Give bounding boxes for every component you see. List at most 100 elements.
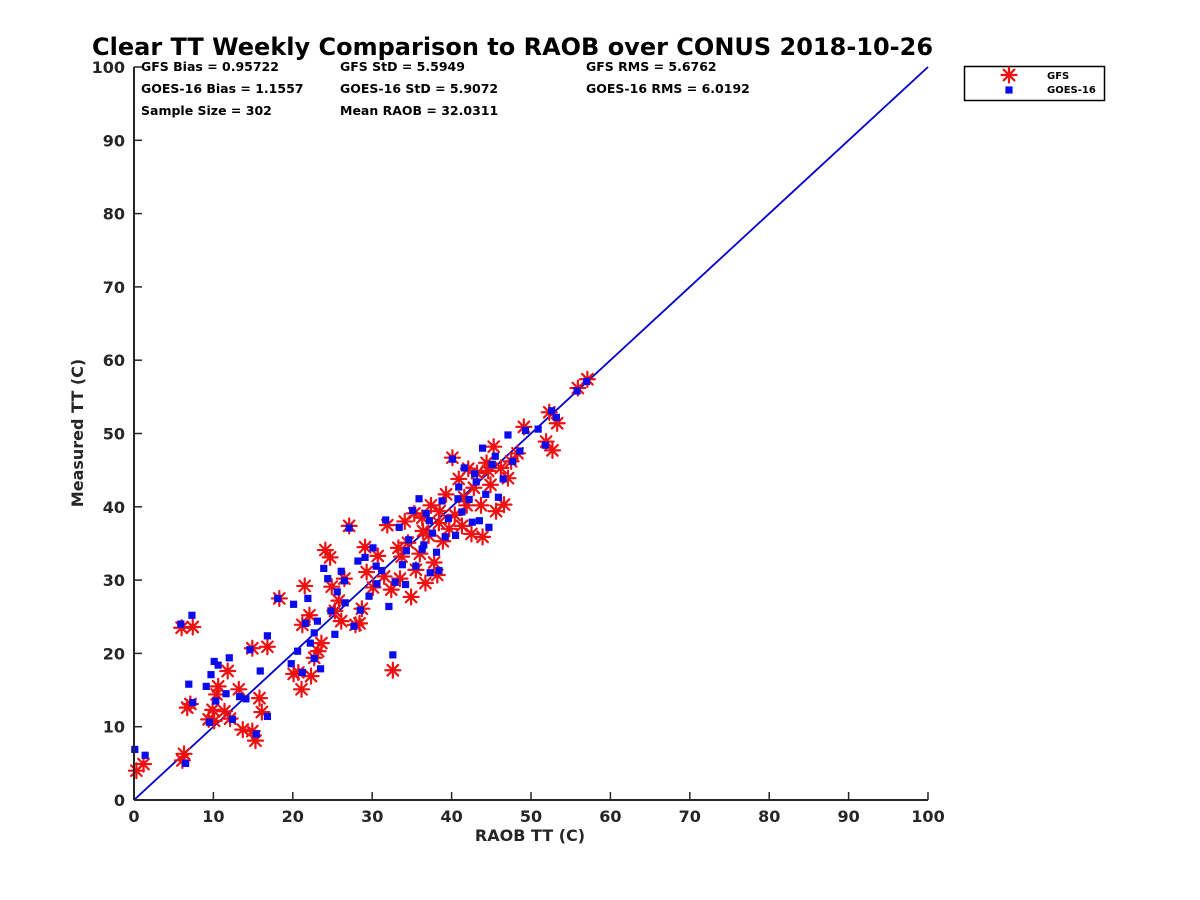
legend-gfs-marker <box>1000 66 1018 84</box>
gfs-point <box>175 745 193 763</box>
goes16-point <box>402 547 410 555</box>
x-tick-label: 90 <box>837 807 859 826</box>
gfs-point <box>358 563 376 581</box>
gfs-point <box>407 561 425 579</box>
goes16-point <box>432 548 441 556</box>
gfs-point <box>473 528 492 546</box>
gfs-point <box>422 496 440 514</box>
goes16-point <box>405 536 413 544</box>
goes16-point <box>333 588 341 596</box>
x-tick-label: 10 <box>202 807 224 826</box>
goes16-point <box>365 592 373 600</box>
gfs-point <box>396 512 414 531</box>
goes16-point <box>207 671 215 679</box>
y-tick-label: 10 <box>103 718 125 737</box>
x-tick-label: 80 <box>758 807 780 826</box>
gfs-point <box>434 532 452 550</box>
goes16-point <box>256 667 264 675</box>
goes16-point <box>316 665 325 673</box>
gfs-point <box>411 545 429 563</box>
goes16-point <box>448 455 456 463</box>
y-tick-label: 50 <box>103 425 125 444</box>
goes16-point <box>341 599 349 607</box>
goes16-point <box>331 630 339 638</box>
goes16-point <box>468 518 476 526</box>
stat-gfs-rms: GFS RMS = 5.6762 <box>586 59 717 74</box>
goes16-point <box>225 654 233 662</box>
goes16-point <box>455 483 463 491</box>
goes16-point <box>412 562 420 570</box>
gfs-point <box>375 567 393 586</box>
goes16-point <box>310 629 318 637</box>
y-tick-label: 80 <box>103 205 125 224</box>
goes16-point <box>516 447 524 455</box>
goes16-point <box>422 509 430 517</box>
goes16-point <box>205 718 214 726</box>
legend-gfs-label: GFS <box>1047 71 1069 82</box>
gfs-point <box>392 548 411 566</box>
goes16-point <box>552 413 561 421</box>
gfs-point <box>515 418 533 436</box>
gfs-point <box>479 462 497 480</box>
goes16-point <box>573 387 581 395</box>
stat-goes-rms: GOES-16 RMS = 6.0192 <box>586 81 750 96</box>
goes16-point <box>395 523 403 531</box>
gfs-point <box>127 762 145 780</box>
gfs-point <box>234 721 252 739</box>
gfs-point <box>302 667 320 685</box>
goes16-point <box>504 431 512 439</box>
goes16-point <box>491 452 499 460</box>
gfs-point <box>465 479 483 497</box>
goes16-point <box>202 682 210 690</box>
gfs-point <box>350 614 369 632</box>
x-tick-label: 20 <box>282 807 304 826</box>
legend-goes16-label: GOES-16 <box>1047 85 1096 96</box>
gfs-point <box>219 662 237 680</box>
goes16-point <box>382 516 390 524</box>
goes16-point <box>415 495 423 503</box>
goes16-point <box>444 514 453 523</box>
gfs-point <box>230 680 248 698</box>
goes16-point <box>236 693 244 701</box>
goes16-point <box>327 607 335 615</box>
goes16-point <box>354 557 362 565</box>
x-axis-label: RAOB TT (C) <box>475 826 585 845</box>
gfs-point <box>330 592 348 610</box>
goes16-point <box>478 444 487 452</box>
y-tick-label: 0 <box>114 791 125 810</box>
reference-line-layer <box>133 66 929 801</box>
gfs-point <box>389 539 407 557</box>
stat-goes-std: GOES-16 StD = 5.9072 <box>340 81 498 96</box>
y-tick-label: 90 <box>103 131 125 150</box>
goes16-point <box>460 464 468 472</box>
gfs-point <box>492 459 510 477</box>
stats-block: GFS Bias = 0.95722 GFS StD = 5.5949 GFS … <box>141 59 750 118</box>
chart-title: Clear TT Weekly Comparison to RAOB over … <box>92 33 933 61</box>
goes16-point <box>420 541 428 549</box>
goes16-point <box>454 495 462 503</box>
goes16-point <box>494 493 503 501</box>
gfs-point <box>437 485 455 503</box>
one-to-one-line <box>133 66 929 801</box>
y-tick-label: 100 <box>92 58 125 77</box>
stat-goes-bias: GOES-16 Bias = 1.1557 <box>141 81 303 96</box>
gfs-point <box>382 581 400 599</box>
goes16-point <box>488 460 496 468</box>
goes16-point <box>306 639 314 647</box>
gfs-point <box>391 570 409 588</box>
gfs-point <box>292 680 311 698</box>
legend-box <box>963 65 1106 102</box>
goes16-point <box>189 698 197 707</box>
goes16-point <box>458 508 466 516</box>
gfs-point <box>332 612 350 630</box>
goes16-point <box>438 497 446 505</box>
y-tick-label: 30 <box>103 571 125 590</box>
y-tick-label: 60 <box>103 351 125 370</box>
goes16-point <box>182 759 190 767</box>
legend-gfs-asterisk <box>1000 66 1018 84</box>
gfs-point <box>284 665 303 683</box>
goes16-point <box>287 660 295 668</box>
gfs-point <box>258 638 276 656</box>
goes16-point <box>428 529 437 537</box>
goes16-point <box>345 524 353 532</box>
